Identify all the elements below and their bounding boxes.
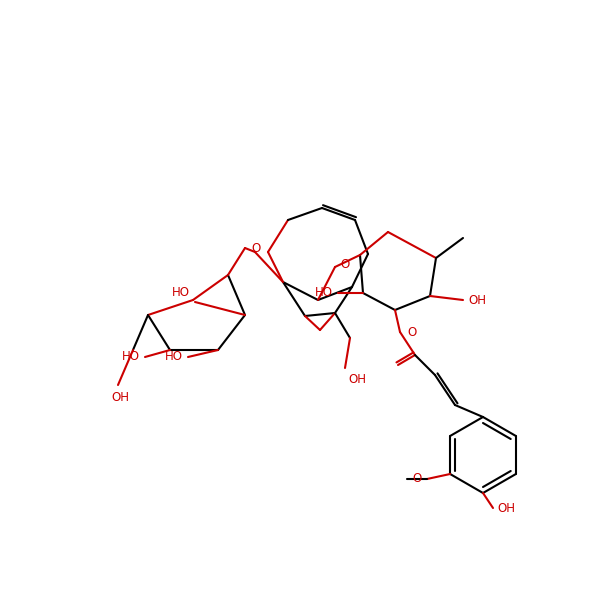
Text: OH: OH [497, 502, 515, 514]
Text: OH: OH [468, 293, 486, 307]
Text: HO: HO [122, 350, 140, 364]
Text: OH: OH [348, 373, 366, 386]
Text: OH: OH [111, 391, 129, 404]
Text: O: O [251, 241, 260, 254]
Text: O: O [413, 472, 422, 485]
Text: HO: HO [315, 286, 333, 299]
Text: O: O [407, 325, 416, 338]
Text: O: O [340, 259, 349, 271]
Text: HO: HO [172, 286, 190, 299]
Text: HO: HO [165, 350, 183, 364]
